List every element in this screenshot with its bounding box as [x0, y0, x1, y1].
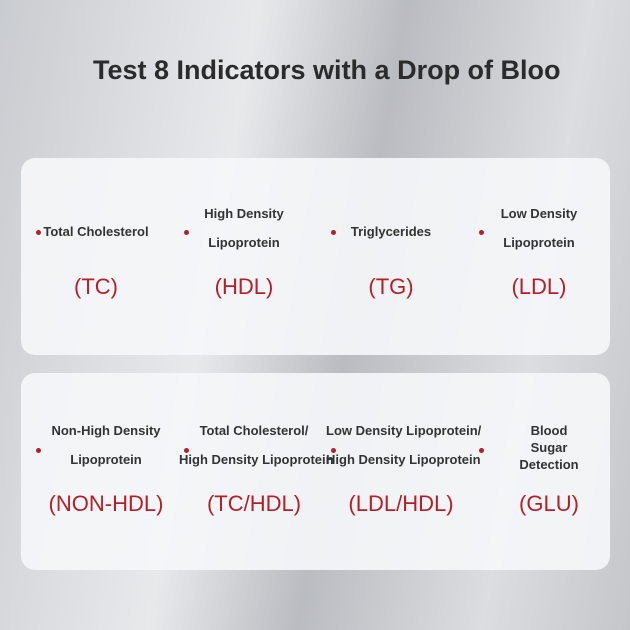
indicator-name: Blood [530, 423, 568, 438]
abbreviation: (LDL) [511, 274, 567, 299]
bullet [331, 448, 336, 453]
title: Test 8 Indicators with a Drop of Bloo [93, 55, 561, 85]
indicator: Blood Sugar Detection (GLU) [474, 423, 624, 516]
bullet [479, 448, 484, 453]
indicator: Non-High Density Lipoprotein (NON-HDL) [31, 423, 181, 516]
indicator: Triglycerides (TG) [316, 206, 466, 299]
indicator-name: Total Cholesterol/ [199, 423, 309, 438]
abbreviation: (GLU) [519, 491, 579, 516]
indicator-name: High Density Lipoprotein [179, 452, 334, 467]
abbreviation: (NON-HDL) [48, 491, 164, 516]
panel: Non-High Density Lipoprotein (NON-HDL) Tota… [21, 373, 610, 570]
indicator-name: Lipoprotein [208, 235, 280, 250]
indicator-name: High Density Lipoprotein [326, 452, 481, 467]
indicator: Low Density Lipoprotein/High Density Lip… [326, 423, 482, 516]
panel: Total Cholesterol (TC) High Density Lipopro… [21, 158, 610, 355]
indicator: Low Density Lipoprotein (LDL) [464, 206, 614, 299]
indicator-name: Sugar [530, 440, 568, 455]
abbreviation: (TG) [368, 274, 414, 299]
abbreviation: (LDL/HDL) [348, 491, 454, 516]
bullet [479, 230, 484, 235]
indicator-name: Detection [519, 457, 579, 472]
bullet [184, 448, 189, 453]
indicator: Total Cholesterol (TC) [21, 206, 171, 299]
indicator-name: Non-High Density [51, 423, 161, 438]
abbreviation: (TC) [74, 274, 118, 299]
indicator: Total Cholesterol/High Density Lipoprote… [179, 423, 334, 516]
indicator-name: Lipoprotein [503, 235, 575, 250]
indicator-name: Lipoprotein [70, 452, 142, 467]
abbreviation: (HDL) [214, 274, 274, 299]
bullet [36, 230, 41, 235]
bullet [184, 230, 189, 235]
abbreviation: (TC/HDL) [206, 491, 302, 516]
bullet [36, 448, 41, 453]
indicator-name: Triglycerides [350, 224, 432, 239]
indicator-name: Total Cholesterol [43, 224, 149, 239]
bullet [331, 230, 336, 235]
indicator-name: High Density [204, 206, 284, 221]
indicator-name: Low Density Lipoprotein/ [326, 423, 482, 438]
indicator: High Density Lipoprotein (HDL) [169, 206, 319, 299]
indicator-name: Low Density [500, 206, 578, 221]
